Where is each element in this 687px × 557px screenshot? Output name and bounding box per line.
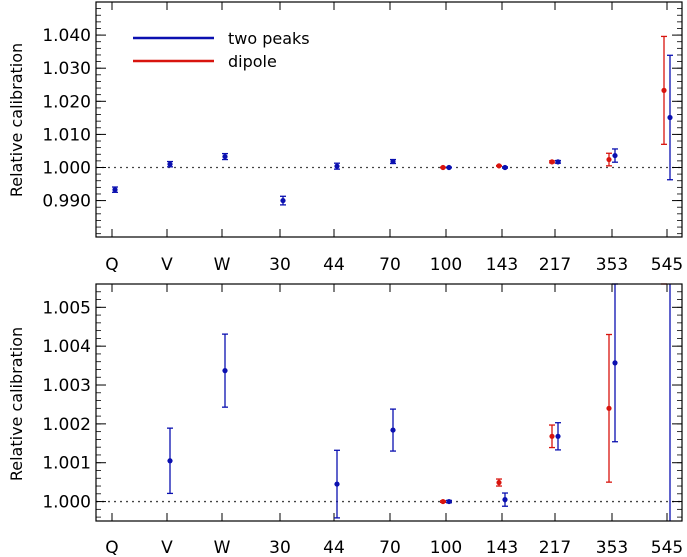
bottom-x-tick-label: 30 xyxy=(269,538,291,557)
top-two-peaks-point-W xyxy=(222,153,228,160)
bottom-two-peaks-point-W xyxy=(222,368,228,374)
bottom-x-tick-label: W xyxy=(214,538,231,557)
bottom-two-peaks-point-100 xyxy=(446,498,452,505)
bottom-y-tick-label: 1.001 xyxy=(42,454,91,474)
top-x-tick-label: Q xyxy=(105,255,118,275)
bottom-x-tick-label: 545 xyxy=(651,538,683,557)
top-x-tick-label: 100 xyxy=(430,255,462,275)
top-x-tick-label: 30 xyxy=(269,255,291,275)
bottom-y-tick-label: 1.003 xyxy=(42,376,91,396)
top-x-tick-label: 143 xyxy=(486,255,518,275)
top-two-peaks-point-353 xyxy=(612,152,618,159)
bottom-x-tick-label: 217 xyxy=(539,538,571,557)
bottom-x-tick-label: 70 xyxy=(379,538,401,557)
top-two-peaks-point-V xyxy=(167,161,173,167)
bottom-two-peaks-point-353 xyxy=(612,360,618,366)
top-x-tick-label: 70 xyxy=(379,255,401,275)
bottom-ticks xyxy=(96,283,682,521)
top-two-peaks-point-143 xyxy=(502,164,508,171)
top-x-tick-label: W xyxy=(214,255,231,275)
bottom-dipole-point-143 xyxy=(496,479,502,486)
top-two-peaks-point-70 xyxy=(390,158,396,165)
top-panel: 0.990 1.000 1.010 1.020 1.030 1.040 Q V W 30 44 70… xyxy=(7,1,683,275)
top-dipole-point-217 xyxy=(549,159,555,165)
bottom-dipole-point-217 xyxy=(549,433,555,439)
bottom-x-tick-label: 100 xyxy=(430,538,462,557)
top-dipole-point-143 xyxy=(496,163,502,169)
top-y-tick-label: 1.030 xyxy=(42,59,91,79)
bottom-x-tick-labels: Q V W 30 44 70 100 143 217 353 545 xyxy=(105,538,683,557)
bottom-dipole-point-100 xyxy=(440,498,446,505)
bottom-two-peaks-point-217 xyxy=(555,433,561,439)
top-two-peaks-point-545 xyxy=(667,114,673,121)
top-y-axis-label: Relative calibration xyxy=(7,43,26,197)
top-x-tick-label: 353 xyxy=(596,255,628,275)
top-y-tick-label: 1.020 xyxy=(42,92,91,112)
top-dipole-point-353 xyxy=(606,156,612,163)
bottom-x-tick-label: 143 xyxy=(486,538,518,557)
top-plot-frame xyxy=(95,1,683,238)
top-two-peaks-point-44 xyxy=(334,163,340,169)
top-x-tick-labels: Q V W 30 44 70 100 143 217 353 545 xyxy=(105,255,683,275)
bottom-y-tick-label: 1.000 xyxy=(42,493,91,513)
top-y-tick-label: 0.990 xyxy=(42,192,91,212)
top-y-tick-labels: 0.990 1.000 1.010 1.020 1.030 1.040 xyxy=(42,26,91,211)
top-two-peaks-point-100 xyxy=(446,164,452,171)
top-y-tick-label: 1.010 xyxy=(42,125,91,145)
bottom-y-tick-label: 1.005 xyxy=(42,298,91,318)
top-dipole-point-545 xyxy=(661,87,667,93)
top-x-tick-label: 44 xyxy=(323,255,345,275)
bottom-plot-frame xyxy=(95,283,683,522)
bottom-x-tick-label: Q xyxy=(105,538,118,557)
bottom-panel: 1.000 1.001 1.002 1.003 1.004 1.005 Q V W 30 44 70… xyxy=(7,283,683,557)
bottom-two-peaks-point-143 xyxy=(502,497,508,503)
bottom-x-tick-label: 44 xyxy=(323,538,345,557)
legend-two-peaks-label: two peaks xyxy=(228,29,310,48)
bottom-y-tick-labels: 1.000 1.001 1.002 1.003 1.004 1.005 xyxy=(42,298,91,512)
bottom-x-tick-label: 353 xyxy=(596,538,628,557)
bottom-two-peaks-point-70 xyxy=(390,427,396,433)
bottom-dipole-point-353 xyxy=(606,405,612,411)
bottom-two-peaks-point-V xyxy=(167,458,173,464)
top-data-marks xyxy=(112,35,673,206)
top-two-peaks-point-30 xyxy=(280,197,286,204)
top-x-tick-label: 545 xyxy=(651,255,683,275)
top-two-peaks-point-Q xyxy=(112,187,118,193)
bottom-y-tick-label: 1.002 xyxy=(42,415,91,435)
top-y-tick-label: 1.000 xyxy=(42,158,91,178)
legend-dipole-label: dipole xyxy=(228,52,277,71)
top-dipole-point-100 xyxy=(440,164,446,171)
bottom-data-marks xyxy=(167,283,671,521)
legend: two peaks dipole xyxy=(133,29,310,71)
top-x-tick-label: V xyxy=(161,255,173,275)
top-y-tick-label: 1.040 xyxy=(42,26,91,46)
bottom-y-tick-label: 1.004 xyxy=(42,337,91,357)
bottom-x-tick-label: V xyxy=(161,538,173,557)
bottom-two-peaks-point-44 xyxy=(334,481,340,487)
bottom-y-axis-label: Relative calibration xyxy=(7,327,26,481)
top-ticks xyxy=(96,2,682,237)
top-x-tick-label: 217 xyxy=(539,255,571,275)
top-two-peaks-point-217 xyxy=(555,159,561,165)
